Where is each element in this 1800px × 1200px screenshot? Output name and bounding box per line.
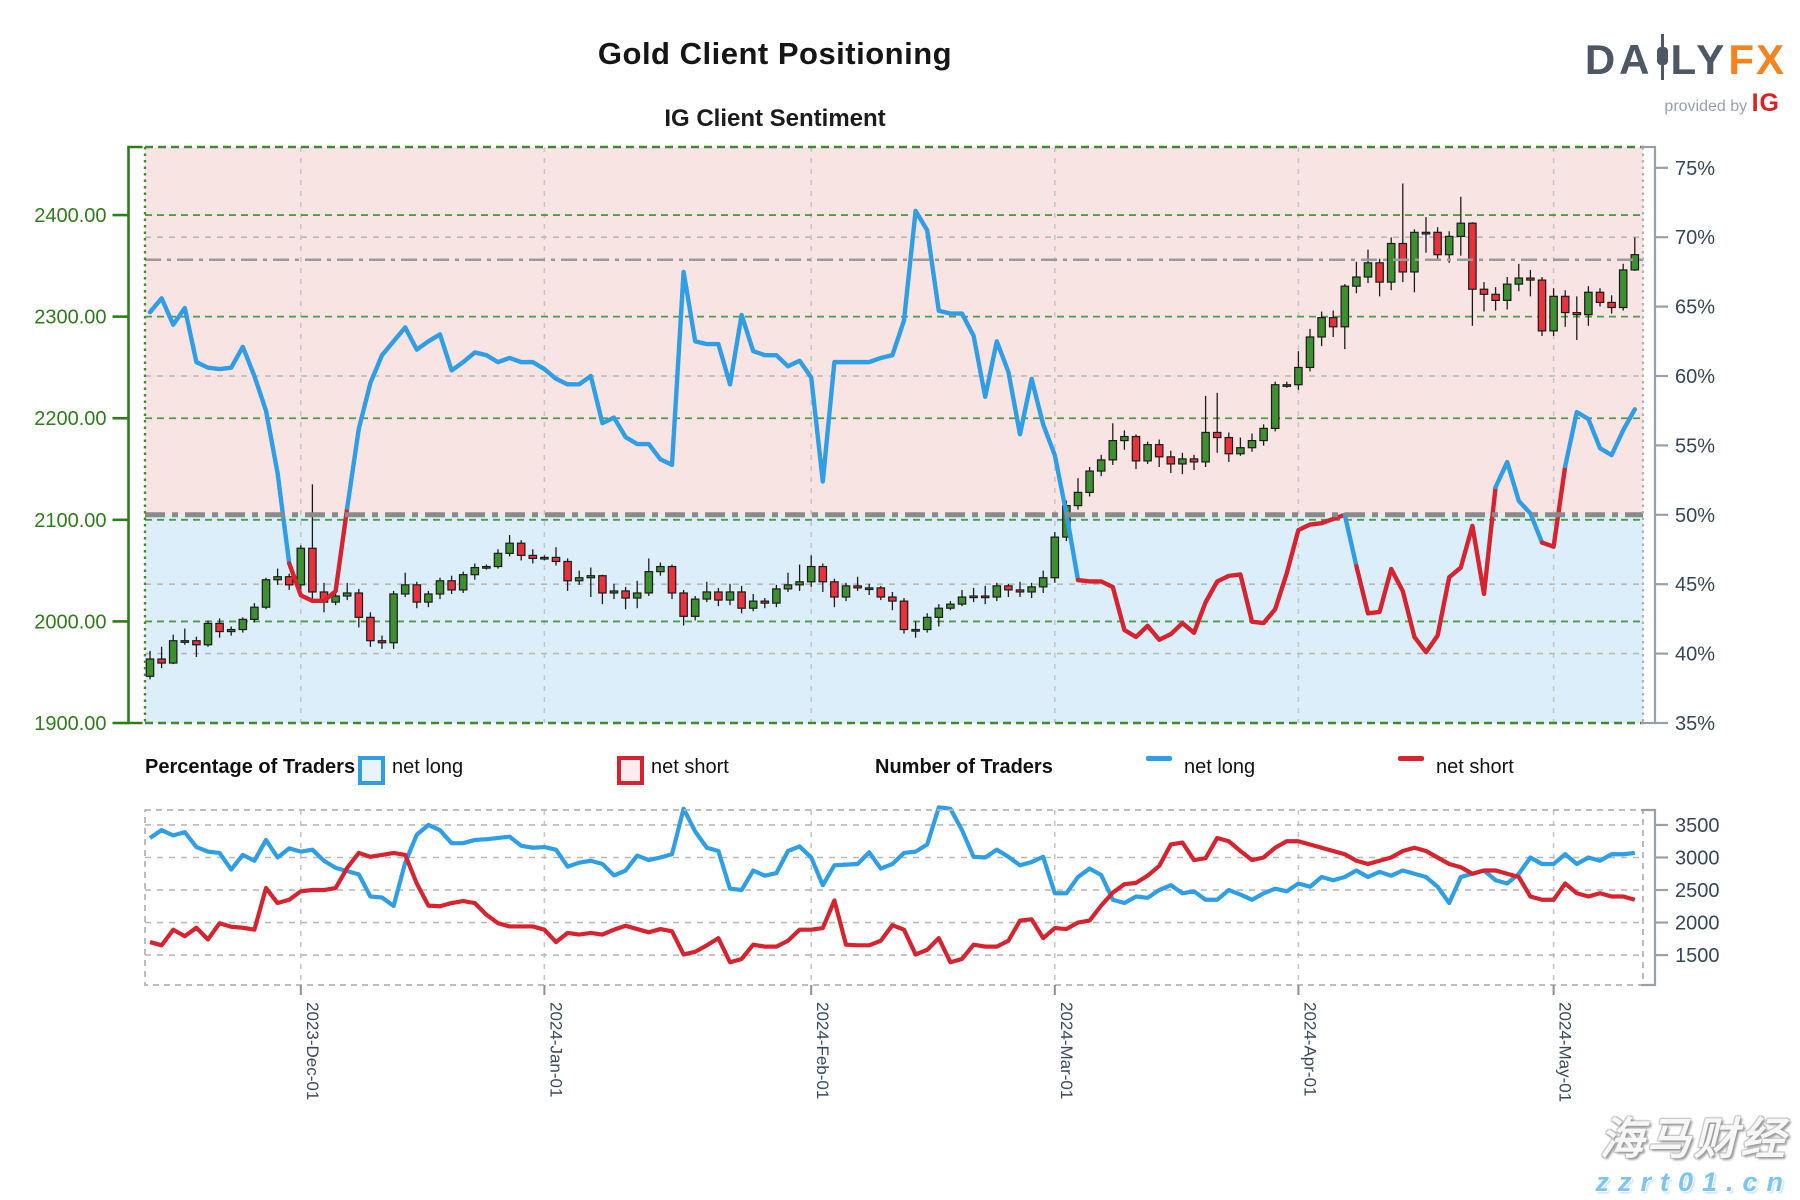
- svg-text:40%: 40%: [1675, 644, 1715, 666]
- candlestick-icon: [1656, 34, 1669, 85]
- svg-text:2024-Jan-01: 2024-Jan-01: [546, 1002, 565, 1097]
- legend: Percentage of Traders net long net short…: [0, 748, 1800, 790]
- svg-text:35%: 35%: [1675, 713, 1715, 735]
- main-chart: 2400.00 2300.00 2200.00 2100.00 2000.00 1900.…: [34, 145, 1715, 985]
- svg-text:50%: 50%: [1675, 505, 1715, 527]
- svg-text:55%: 55%: [1675, 435, 1715, 457]
- legend-label-pct-net-long: net long: [392, 756, 464, 778]
- watermark-url: zzrt01.cn: [1595, 1167, 1792, 1197]
- svg-text:2000.00: 2000.00: [34, 611, 106, 633]
- chart-subtitle: IG Client Sentiment: [664, 105, 886, 132]
- svg-text:2024-Feb-01: 2024-Feb-01: [813, 1002, 832, 1099]
- logo-text-ly: LY: [1670, 35, 1729, 83]
- watermark-name: 海马财经: [1599, 1115, 1788, 1164]
- svg-text:3500: 3500: [1675, 815, 1720, 837]
- svg-text:2000: 2000: [1675, 913, 1720, 935]
- dailyfx-logo: DA LY FX provided by IG: [1585, 34, 1786, 118]
- legend-swatch-num-net-long: [1146, 756, 1172, 761]
- svg-text:2200.00: 2200.00: [34, 408, 106, 430]
- legend-label-num-net-short: net short: [1436, 756, 1514, 778]
- watermark: 海马财经 zzrt01.cn: [1595, 1103, 1792, 1198]
- legend-swatch-num-net-short: [1398, 756, 1424, 761]
- logo-text-fx: FX: [1728, 35, 1786, 83]
- svg-text:2024-Apr-01: 2024-Apr-01: [1300, 1002, 1319, 1097]
- svg-text:60%: 60%: [1675, 366, 1715, 388]
- svg-text:70%: 70%: [1675, 227, 1715, 249]
- legend-label-num-net-long: net long: [1184, 756, 1256, 778]
- date-axis: 2023-Dec-01 2024-Jan-01 2024-Feb-01 2024-Ma…: [299, 985, 1575, 1102]
- svg-text:3000: 3000: [1675, 847, 1720, 869]
- svg-text:2024-Mar-01: 2024-Mar-01: [1057, 1002, 1076, 1099]
- svg-text:1900.00: 1900.00: [34, 713, 106, 735]
- pct-axis: 75% 70% 65% 60% 55% 50% 45% 40% 35%: [1641, 145, 1715, 735]
- logo-text-da: DA: [1584, 35, 1654, 83]
- count-axis: 3500 3000 2500 2000 1500: [1641, 808, 1720, 987]
- traders-line-red: [149, 835, 1636, 965]
- traders-chart: 3500 3000 2500 2000 1500: [144, 805, 1720, 987]
- svg-text:1500: 1500: [1675, 945, 1720, 967]
- provided-by: provided by IG: [1664, 89, 1780, 117]
- chart-title: Gold Client Positioning: [597, 36, 953, 71]
- svg-text:75%: 75%: [1675, 158, 1715, 180]
- legend-swatch-pct-net-short: [617, 756, 644, 785]
- dailyfx-wordmark: DA LY FX: [1585, 34, 1786, 85]
- legend-label-pct-net-short: net short: [651, 756, 729, 778]
- svg-text:2023-Dec-01: 2023-Dec-01: [303, 1002, 322, 1100]
- legend-group-number: Number of Traders: [875, 756, 1053, 778]
- svg-text:2100.00: 2100.00: [34, 510, 106, 532]
- traders-line-blue: [148, 805, 1636, 909]
- legend-swatch-pct-net-long: [358, 756, 385, 785]
- ig-logo: IG: [1751, 89, 1780, 117]
- svg-text:2300.00: 2300.00: [34, 307, 106, 329]
- svg-text:2400.00: 2400.00: [34, 205, 106, 227]
- svg-text:2024-May-01: 2024-May-01: [1556, 1002, 1575, 1102]
- legend-group-percentage: Percentage of Traders: [145, 756, 356, 778]
- candlesticks: [145, 183, 1640, 680]
- net-long-pct-line: [147, 208, 1638, 655]
- svg-text:65%: 65%: [1675, 297, 1715, 319]
- svg-text:45%: 45%: [1675, 574, 1715, 596]
- svg-text:2500: 2500: [1675, 880, 1720, 902]
- price-axis: 2400.00 2300.00 2200.00 2100.00 2000.00 1900.…: [34, 145, 143, 735]
